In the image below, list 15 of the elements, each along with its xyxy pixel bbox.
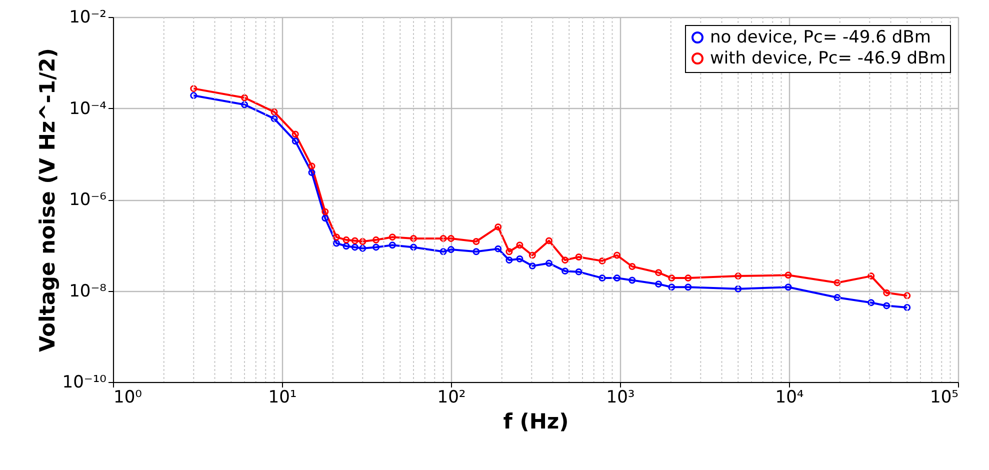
legend-label: with device, Pc= -46.9 dBm [710, 48, 946, 68]
y-tick-label: 10⁻² [69, 8, 106, 28]
x-axis-title: f (Hz) [503, 410, 569, 434]
y-tick-label: 10⁻⁶ [69, 190, 107, 210]
x-tick-label: 10⁴ [775, 388, 804, 408]
legend-label: no device, Pc= -49.6 dBm [710, 28, 931, 48]
y-axis-title: Voltage noise (V Hz^-1/2) [35, 48, 60, 352]
x-tick-label: 10¹ [268, 388, 297, 408]
x-tick-label: 10⁵ [930, 388, 958, 408]
y-tick-label: 10⁻⁸ [69, 281, 107, 302]
x-tick-label: 10² [437, 388, 466, 408]
y-tick-label: 10⁻⁴ [69, 98, 107, 119]
x-tick-label: 10⁰ [114, 388, 142, 408]
y-tick-label: 10⁻¹⁰ [62, 372, 107, 392]
x-tick-label: 10³ [606, 388, 635, 408]
